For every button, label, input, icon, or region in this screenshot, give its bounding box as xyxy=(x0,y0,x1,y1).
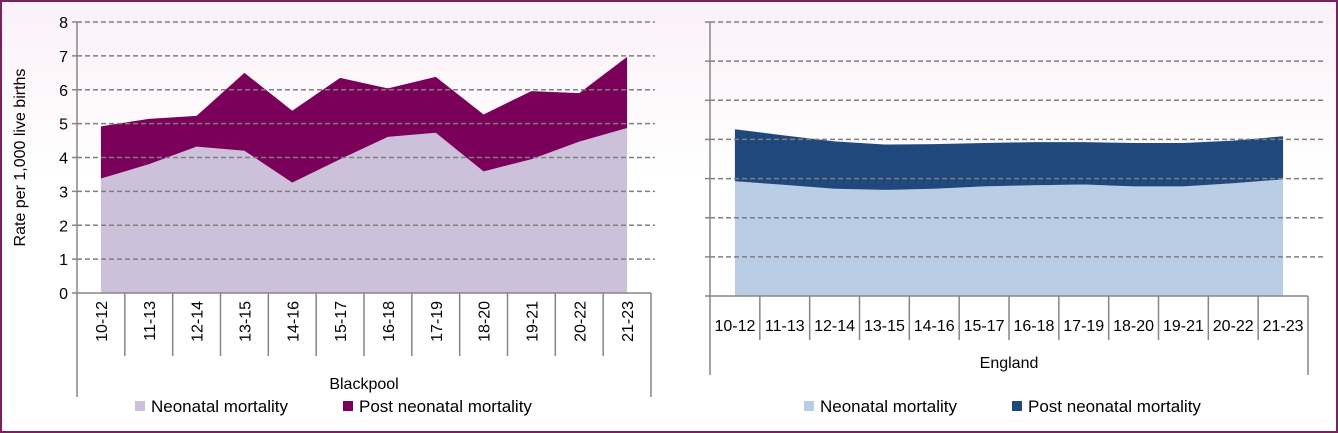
y-tick-label: 2 xyxy=(59,218,68,235)
x-tick-label: 19-21 xyxy=(524,301,541,342)
x-tick-label: 18-20 xyxy=(1113,318,1154,335)
area-post-neonatal-mortality xyxy=(734,129,1284,190)
x-axis-label: Blackpool xyxy=(329,376,398,393)
x-tick-label: 19-21 xyxy=(1163,318,1204,335)
area-neonatal-mortality xyxy=(734,179,1284,296)
x-tick-label: 12-14 xyxy=(190,301,207,342)
y-tick-label: 1 xyxy=(59,252,68,269)
x-tick-label: 17-19 xyxy=(1063,318,1104,335)
x-tick-label: 13-15 xyxy=(237,301,254,342)
x-tick-label: 21-23 xyxy=(1263,318,1304,335)
x-tick-label: 18-20 xyxy=(477,301,494,342)
chart-1: 10-12 11-13 12-14 13-15 14-16 15-17 16-18 17-19… xyxy=(705,21,1323,416)
area-neonatal-mortality xyxy=(100,128,628,293)
x-axis-label: England xyxy=(980,355,1039,372)
x-tick-label: 10-12 xyxy=(94,301,111,342)
y-tick-label: 5 xyxy=(59,117,68,134)
legend-label: Neonatal mortality xyxy=(151,397,289,416)
legend-swatch xyxy=(804,401,814,411)
x-tick-label: 16-18 xyxy=(1013,318,1054,335)
legend-swatch xyxy=(135,401,145,411)
x-tick-label: 10-12 xyxy=(714,318,755,335)
legend-label: Post neonatal mortality xyxy=(359,397,532,416)
y-tick-label: 4 xyxy=(59,151,68,168)
x-tick-label: 14-16 xyxy=(285,301,302,342)
x-tick-label: 20-22 xyxy=(572,301,589,342)
legend-label: Post neonatal mortality xyxy=(1028,397,1201,416)
x-tick-label: 15-17 xyxy=(964,318,1005,335)
y-axis-label: Rate per 1,000 live births xyxy=(12,69,29,247)
x-tick-label: 16-18 xyxy=(381,301,398,342)
x-tick-label: 21-23 xyxy=(620,301,637,342)
y-tick-label: 0 xyxy=(59,286,68,303)
x-tick-label: 15-17 xyxy=(333,301,350,342)
y-tick-label: 7 xyxy=(59,49,68,66)
x-tick-label: 12-14 xyxy=(814,318,855,335)
x-tick-label: 11-13 xyxy=(142,301,159,341)
legend-swatch xyxy=(343,401,353,411)
x-tick-label: 11-13 xyxy=(765,318,805,335)
y-tick-label: 3 xyxy=(59,184,68,201)
x-tick-label: 17-19 xyxy=(429,301,446,342)
chart-0: 0 1 2 3 4 5 6 7 8 Rate per 1,000 live births 10-12… xyxy=(12,15,655,416)
legend-label: Neonatal mortality xyxy=(820,397,958,416)
area-post-neonatal-mortality xyxy=(100,56,628,183)
y-tick-label: 6 xyxy=(59,83,68,100)
legend-swatch xyxy=(1012,401,1022,411)
x-tick-label: 14-16 xyxy=(914,318,955,335)
x-tick-label: 13-15 xyxy=(864,318,905,335)
y-tick-label: 8 xyxy=(59,15,68,32)
x-tick-label: 20-22 xyxy=(1213,318,1254,335)
